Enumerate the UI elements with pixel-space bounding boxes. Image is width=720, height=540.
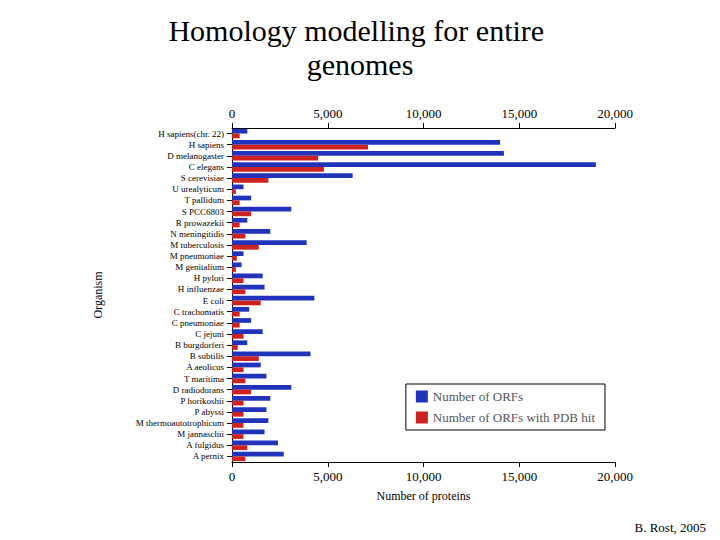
svg-text:C trachomatis: C trachomatis — [174, 307, 225, 317]
svg-text:M genitalium: M genitalium — [175, 262, 224, 272]
svg-text:genomes: genomes — [307, 48, 414, 81]
svg-text:5,000: 5,000 — [313, 106, 342, 121]
svg-text:M tuberculosis: M tuberculosis — [170, 240, 224, 250]
svg-text:B. Rost, 2005: B. Rost, 2005 — [634, 520, 706, 535]
svg-text:A aeolicus: A aeolicus — [186, 362, 224, 372]
svg-text:A fulgidus: A fulgidus — [186, 440, 224, 450]
svg-text:M jannaschii: M jannaschii — [177, 429, 224, 439]
svg-text:0: 0 — [229, 106, 236, 121]
svg-text:M pneumoniae: M pneumoniae — [170, 251, 224, 261]
svg-text:S PCC6803: S PCC6803 — [182, 207, 225, 217]
svg-text:Number of ORFs: Number of ORFs — [433, 389, 523, 404]
svg-text:C jejuni: C jejuni — [195, 329, 224, 339]
svg-text:M thermoautotrophicum: M thermoautotrophicum — [136, 418, 224, 428]
svg-text:B burgdorferi: B burgdorferi — [175, 340, 225, 350]
svg-text:D melanogaster: D melanogaster — [167, 151, 224, 161]
svg-text:Number of proteins: Number of proteins — [377, 489, 471, 503]
svg-text:Number of ORFs with PDB hit: Number of ORFs with PDB hit — [433, 410, 596, 425]
svg-text:20,000: 20,000 — [597, 106, 633, 121]
svg-text:T pallidum: T pallidum — [184, 195, 224, 205]
svg-text:A pernix: A pernix — [193, 451, 225, 461]
svg-text:20,000: 20,000 — [597, 469, 633, 484]
svg-text:5,000: 5,000 — [313, 469, 342, 484]
svg-text:H pylori: H pylori — [194, 273, 225, 283]
svg-text:C elegans: C elegans — [189, 162, 225, 172]
svg-text:T maritima: T maritima — [184, 374, 224, 384]
svg-text:H sapiens(chr. 22): H sapiens(chr. 22) — [158, 129, 224, 139]
svg-text:0: 0 — [229, 469, 236, 484]
svg-text:C pneumoniae: C pneumoniae — [172, 318, 224, 328]
svg-text:N meningitidis: N meningitidis — [170, 229, 224, 239]
svg-text:P abyssi: P abyssi — [195, 407, 225, 417]
svg-text:D radiodurans: D radiodurans — [173, 385, 225, 395]
svg-text:H influenzae: H influenzae — [178, 284, 224, 294]
svg-text:Homology modelling for entire: Homology modelling for entire — [168, 14, 551, 47]
svg-text:U urealyticum: U urealyticum — [172, 184, 224, 194]
svg-text:10,000: 10,000 — [406, 106, 442, 121]
svg-text:10,000: 10,000 — [406, 469, 442, 484]
svg-text:Organism: Organism — [91, 271, 105, 319]
svg-text:B subtilis: B subtilis — [190, 351, 225, 361]
svg-text:15,000: 15,000 — [501, 469, 537, 484]
svg-text:15,000: 15,000 — [501, 106, 537, 121]
svg-text:P horikoshii: P horikoshii — [181, 396, 225, 406]
svg-text:E coli: E coli — [203, 296, 225, 306]
svg-text:H sapiens: H sapiens — [189, 140, 225, 150]
svg-text:R prowazekii: R prowazekii — [176, 218, 225, 228]
svg-text:S cerevisiae: S cerevisiae — [181, 173, 224, 183]
